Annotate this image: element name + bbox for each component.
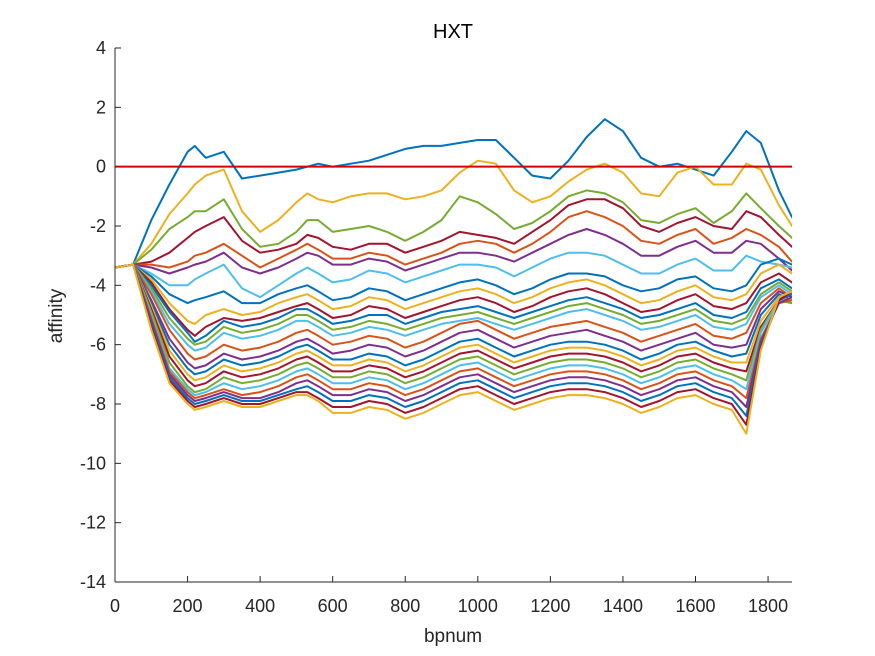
y-tick-label: 0 [96,157,106,177]
series-line-7 [115,251,792,299]
x-tick-label: 1000 [458,596,498,616]
y-tick-label: -4 [90,275,106,295]
series-line-23 [115,263,792,417]
series-line-2 [115,159,792,269]
series-line-18 [115,263,792,388]
y-tick-label: -12 [80,513,106,533]
series-line-17 [115,263,792,382]
series-line-8 [115,257,792,305]
series-line-6 [115,228,792,275]
y-axis-label: affinity [46,288,67,343]
series-line-21 [115,263,792,400]
y-tick-label: -10 [80,453,106,473]
series-line-15 [115,263,792,370]
x-axis-label: bpnum [424,626,482,647]
series-line-1 [115,118,792,269]
series-line-9 [115,263,792,325]
x-tick-label: 1600 [675,596,715,616]
x-tick-label: 1400 [603,596,643,616]
series-line-3 [115,189,792,269]
y-tick-label: -2 [90,216,106,236]
series-line-20 [115,263,792,397]
x-tick-label: 0 [110,596,120,616]
series-line-16 [115,263,792,376]
series-line-11 [115,263,792,343]
series-line-25 [115,263,792,435]
y-tick-label: 2 [96,97,106,117]
series-line-19 [115,263,792,394]
series-line-4 [115,198,792,269]
y-axis-ticks: 4 2 0 -2 -4 -6 -8 -10 -12 -14 [80,38,121,592]
y-tick-label: -6 [90,335,106,355]
series-line-24 [115,263,792,426]
series-line-14 [115,263,792,361]
x-tick-label: 400 [245,596,275,616]
y-tick-label: -14 [80,572,106,592]
x-tick-label: 600 [318,596,348,616]
series-line-13 [115,263,792,352]
series-layer [115,118,792,435]
x-tick-label: 800 [390,596,420,616]
series-line-5 [115,210,792,269]
x-tick-label: 200 [173,596,203,616]
y-tick-label: 4 [96,38,106,58]
y-tick-label: -8 [90,394,106,414]
series-line-10 [115,263,792,337]
x-tick-label: 1200 [530,596,570,616]
chart-title: HXT [433,21,473,43]
series-line-22 [115,263,792,408]
x-tick-label: 1800 [748,596,788,616]
series-line-12 [115,263,792,346]
